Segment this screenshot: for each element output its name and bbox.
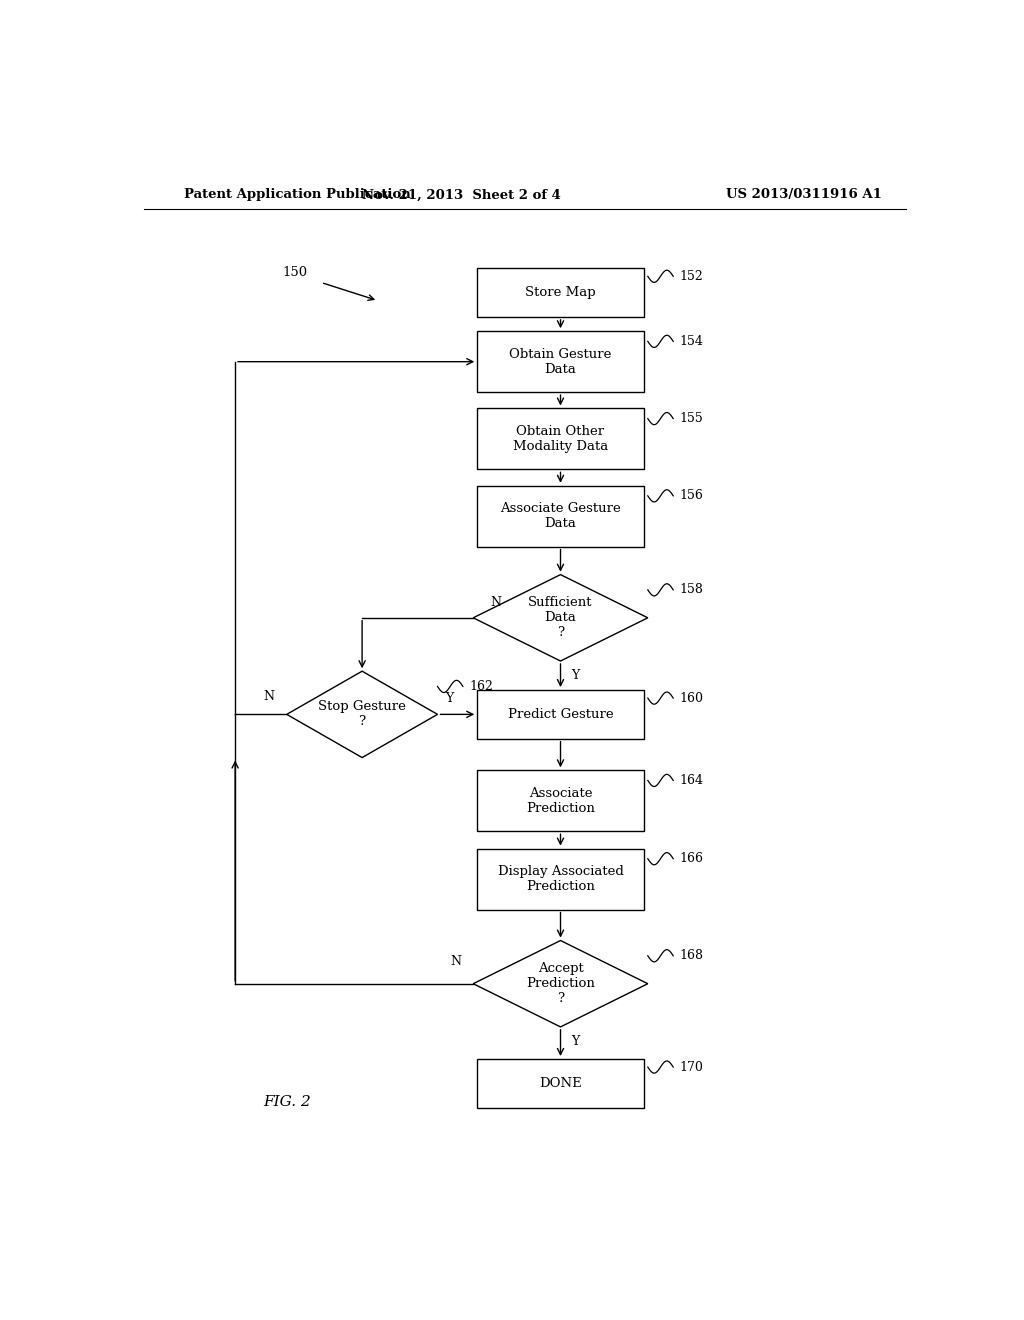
- Text: Obtain Other
Modality Data: Obtain Other Modality Data: [513, 425, 608, 453]
- Text: Associate Gesture
Data: Associate Gesture Data: [500, 502, 621, 531]
- Polygon shape: [473, 574, 648, 661]
- Text: Y: Y: [570, 669, 580, 681]
- Text: US 2013/0311916 A1: US 2013/0311916 A1: [726, 189, 882, 202]
- Text: 170: 170: [680, 1060, 703, 1073]
- Polygon shape: [287, 671, 437, 758]
- Text: 154: 154: [680, 335, 703, 348]
- Text: Associate
Prediction: Associate Prediction: [526, 787, 595, 814]
- Text: N: N: [451, 954, 462, 968]
- Text: Store Map: Store Map: [525, 286, 596, 300]
- Text: Display Associated
Prediction: Display Associated Prediction: [498, 865, 624, 894]
- Text: Y: Y: [445, 692, 454, 705]
- Text: 156: 156: [680, 490, 703, 503]
- Text: Nov. 21, 2013  Sheet 2 of 4: Nov. 21, 2013 Sheet 2 of 4: [361, 189, 561, 202]
- Text: Sufficient
Data
?: Sufficient Data ?: [528, 597, 593, 639]
- Text: Accept
Prediction
?: Accept Prediction ?: [526, 962, 595, 1006]
- Text: 150: 150: [282, 265, 307, 279]
- Bar: [477, 1059, 644, 1107]
- Text: 168: 168: [680, 949, 703, 962]
- Bar: [477, 268, 644, 317]
- Bar: [477, 408, 644, 470]
- Text: 155: 155: [680, 412, 703, 425]
- Polygon shape: [473, 941, 648, 1027]
- Text: 152: 152: [680, 269, 703, 282]
- Text: Patent Application Publication: Patent Application Publication: [183, 189, 411, 202]
- Text: 164: 164: [680, 774, 703, 787]
- Text: N: N: [264, 689, 274, 702]
- Text: Y: Y: [570, 1035, 580, 1048]
- Text: N: N: [490, 597, 502, 609]
- Bar: [477, 690, 644, 739]
- Text: Stop Gesture
?: Stop Gesture ?: [318, 701, 407, 729]
- Text: 158: 158: [680, 583, 703, 597]
- Bar: [477, 486, 644, 546]
- Text: Predict Gesture: Predict Gesture: [508, 708, 613, 721]
- Text: FIG. 2: FIG. 2: [263, 1094, 310, 1109]
- Bar: [477, 771, 644, 832]
- Bar: [477, 849, 644, 909]
- Text: DONE: DONE: [540, 1077, 582, 1090]
- Text: 166: 166: [680, 853, 703, 865]
- Text: 160: 160: [680, 692, 703, 705]
- Bar: [477, 331, 644, 392]
- Text: Obtain Gesture
Data: Obtain Gesture Data: [509, 347, 611, 376]
- Text: 162: 162: [469, 680, 494, 693]
